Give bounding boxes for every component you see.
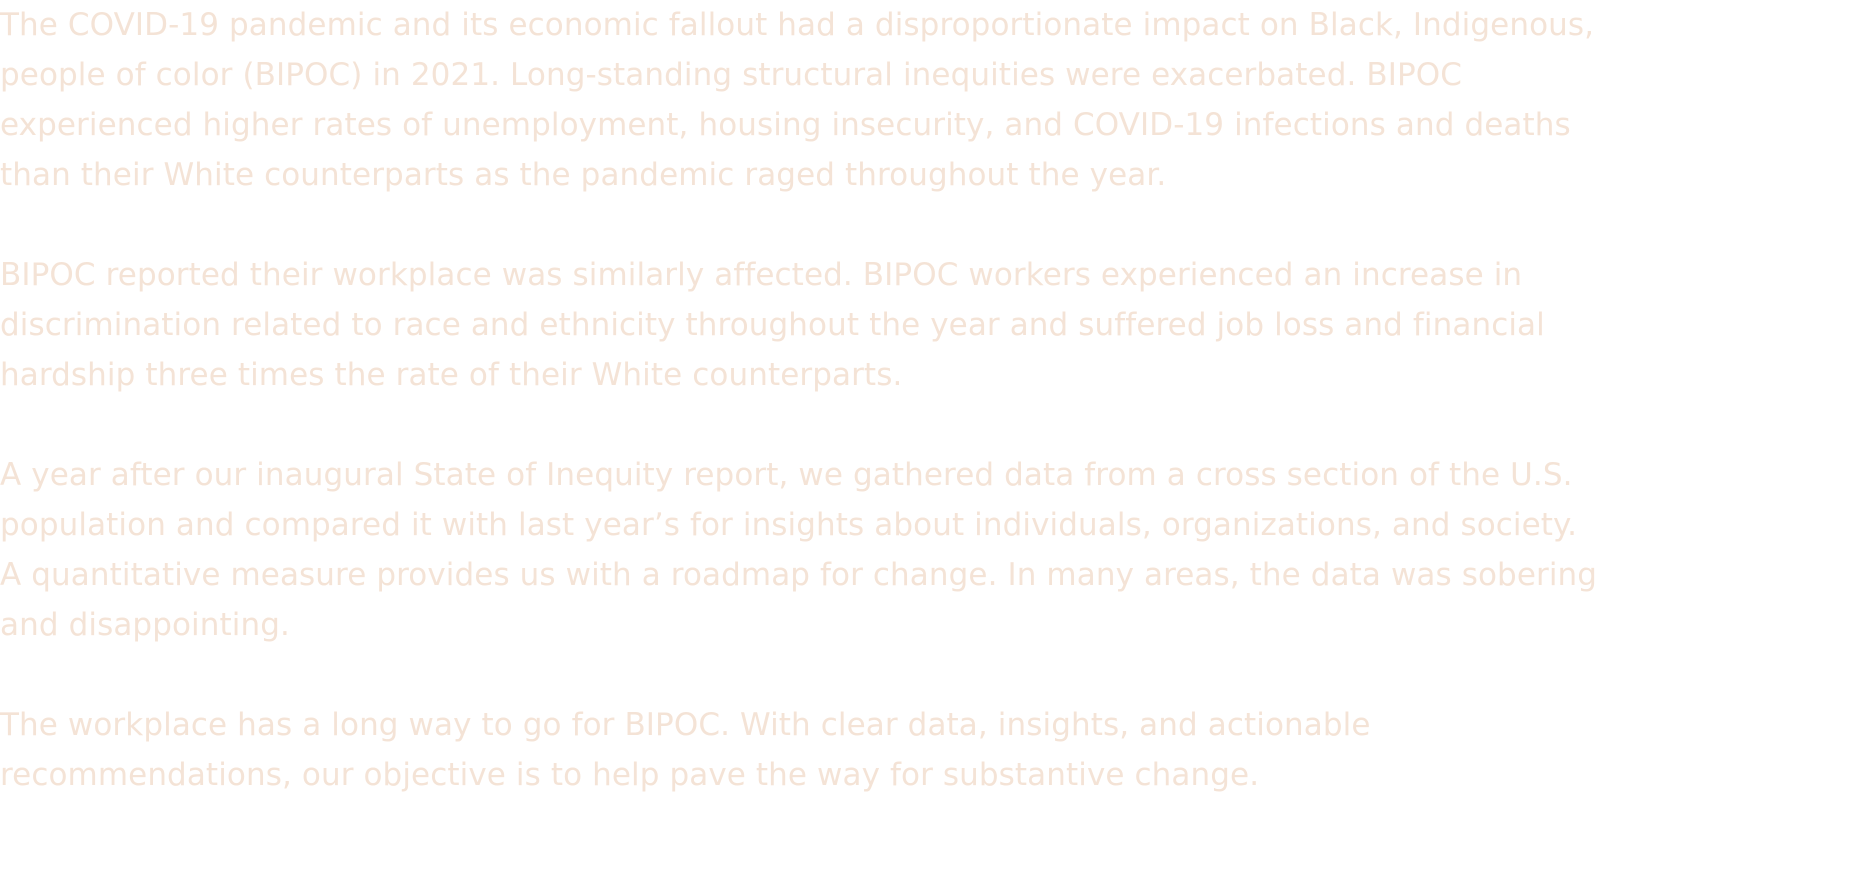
paragraph-workplace-affected: BIPOC reported their workplace was simil… (0, 250, 1874, 400)
paragraph-line: The COVID-19 pandemic and its economic f… (0, 7, 1595, 43)
paragraph-line: A quantitative measure provides us with … (0, 557, 1598, 593)
paragraph-line: The workplace has a long way to go for B… (0, 707, 1371, 743)
paragraph-line: and disappointing. (0, 607, 290, 643)
paragraph-line: experienced higher rates of unemployment… (0, 107, 1571, 143)
paragraph-covid-impact: The COVID-19 pandemic and its economic f… (0, 0, 1874, 200)
paragraph-objective: The workplace has a long way to go for B… (0, 700, 1874, 800)
paragraph-line: than their White counterparts as the pan… (0, 157, 1167, 193)
paragraph-line: hardship three times the rate of their W… (0, 357, 903, 393)
paragraph-line: BIPOC reported their workplace was simil… (0, 257, 1523, 293)
paragraph-line: population and compared it with last yea… (0, 507, 1578, 543)
paragraph-line: people of color (BIPOC) in 2021. Long-st… (0, 57, 1463, 93)
paragraph-line: recommendations, our objective is to hel… (0, 757, 1260, 793)
paragraph-line: A year after our inaugural State of Ineq… (0, 457, 1573, 493)
paragraph-line: discrimination related to race and ethni… (0, 307, 1545, 343)
article-body: The COVID-19 pandemic and its economic f… (0, 0, 1874, 800)
paragraph-report-data: A year after our inaugural State of Ineq… (0, 450, 1874, 650)
